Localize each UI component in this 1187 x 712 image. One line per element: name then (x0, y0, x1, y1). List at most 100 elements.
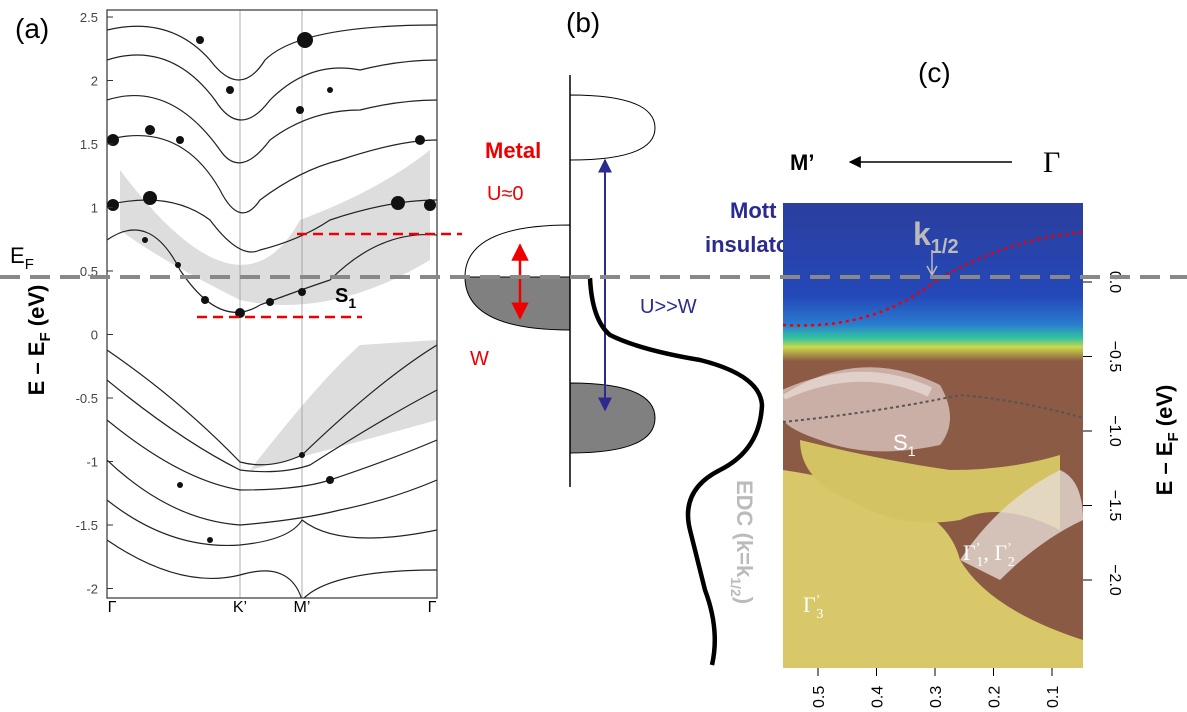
panel-a: 2.521.510.50-0.5-1-1.5-2 Γ K’ M’ Γ (a) E – … (10, 9, 462, 616)
shade (120, 150, 430, 305)
gamma12-label: Γ’ 1, Γ’ 2 (963, 540, 1015, 570)
s1-curve (783, 393, 1083, 423)
fit-curve (783, 230, 1083, 327)
y-label: E – EF (eV) (1152, 385, 1182, 496)
g-prime: ’ (1007, 541, 1012, 556)
y-tick-label: 1 (91, 201, 98, 216)
upper-hubbard (569, 94, 656, 161)
panel-label: (a) (15, 13, 49, 44)
band-structure (107, 10, 437, 598)
band (107, 134, 437, 214)
band (107, 344, 437, 466)
y-tick-label: -1 (86, 455, 98, 470)
band (107, 379, 437, 473)
y-label-sub: F (37, 332, 54, 341)
g-main: Γ (963, 540, 976, 565)
y-ticks: 2.521.510.50-0.5-1-1.5-2 (76, 10, 113, 597)
band (107, 95, 437, 164)
y-tick-label: −2.0 (1106, 564, 1123, 596)
y-tick-label: 0 (91, 328, 98, 343)
y-label-unit: (eV) (1152, 385, 1177, 433)
y-label-main: E – E (24, 342, 49, 396)
mott-label: Mott (730, 198, 777, 223)
y-tick-label: -2 (86, 582, 98, 597)
band (107, 459, 437, 526)
fermi-sub: F (25, 256, 34, 273)
x-tick-label: 0.2 (987, 686, 1004, 708)
x-ticks: 0.5 0.4 0.3 0.2 0.1 (811, 668, 1062, 708)
y-tick-label: -1.5 (76, 518, 98, 533)
y-tick-label: -0.5 (76, 391, 98, 406)
y-tick-label: 0.0 (1106, 271, 1123, 293)
x-tick-label: Γ (428, 599, 437, 616)
y-label-sub: F (1165, 432, 1182, 441)
y-label-main: E – E (1152, 442, 1177, 496)
y-tick-label: 2 (91, 74, 98, 89)
gamma3-label: Γ’ 3 (803, 592, 823, 622)
y-label-unit: (eV) (24, 285, 49, 333)
k-sub: 1/2 (931, 236, 959, 258)
shade (250, 340, 437, 470)
panel-b: (b) Metal U≈0 W Mott insulator ? U>>W ED… (464, 7, 817, 666)
band (107, 229, 437, 313)
yellow-region (783, 470, 1083, 668)
metal-band-filled (464, 276, 571, 331)
y-label: E – EF (eV) (24, 285, 54, 396)
s1-main: S (893, 430, 908, 455)
metal-band-empty (464, 224, 571, 278)
g-main: Γ (803, 592, 816, 617)
gamma-band (960, 470, 1083, 580)
metal-label: Metal (485, 138, 541, 163)
lower-hubbard (569, 382, 656, 454)
yellow-region (800, 440, 1060, 530)
x-tick-label: M’ (294, 599, 311, 616)
arpes-image (783, 203, 1083, 668)
g-sub: 3 (816, 607, 823, 622)
y-tick-label: 1.5 (80, 137, 98, 152)
edc-sub: 1/2 (728, 577, 744, 597)
frame (106, 9, 438, 599)
direction-to: Γ (1043, 146, 1060, 179)
metal-u: U≈0 (487, 183, 524, 205)
k-label: k1/2 (913, 216, 959, 258)
x-tick-label: 0.4 (870, 686, 887, 708)
width-label: W (470, 348, 489, 370)
x-tick-label: 0.1 (1045, 686, 1062, 708)
fermi-main: E (10, 243, 25, 268)
x-tick-label: 0.3 (928, 686, 945, 708)
edc-main: EDC (k=k (732, 480, 757, 578)
x-tick-label: K’ (233, 599, 247, 616)
band-sub: 1 (348, 295, 356, 311)
s1-sub: 1 (908, 443, 916, 459)
band-main: S (335, 285, 348, 307)
band (107, 199, 437, 253)
g-sub: 1 (976, 555, 983, 570)
y-tick-label: −1.5 (1106, 490, 1123, 522)
g-prime: ’ (816, 593, 821, 608)
band-label: S1 (335, 285, 356, 311)
edc-end: ) (732, 597, 757, 604)
s1-band (783, 371, 933, 400)
mott-u: U>>W (640, 296, 697, 318)
band (107, 499, 437, 547)
band (107, 54, 437, 121)
band (107, 419, 437, 491)
panel-label: (c) (918, 57, 951, 88)
direction-from: M’ (790, 150, 814, 175)
band (107, 24, 437, 81)
s1-label: S1 (893, 430, 916, 459)
x-tick-label: 0.5 (811, 686, 828, 708)
x-ticks: Γ K’ M’ Γ (108, 599, 437, 616)
g-sub: 2 (1008, 555, 1015, 570)
y-tick-label: −0.5 (1106, 341, 1123, 373)
k-main: k (913, 216, 931, 252)
panel-c: (c) M’ Γ k1/2 S1 Γ’ 1, Γ’ 2 Γ’ 3 0.0−0.5−1.… (783, 57, 1182, 708)
edc-curve (587, 277, 765, 666)
y-tick-label: 2.5 (80, 10, 98, 25)
x-tick-label: Γ (108, 599, 117, 616)
g-main: , Γ (983, 540, 1007, 565)
band (107, 539, 437, 598)
y-tick-label: −1.0 (1106, 415, 1123, 447)
